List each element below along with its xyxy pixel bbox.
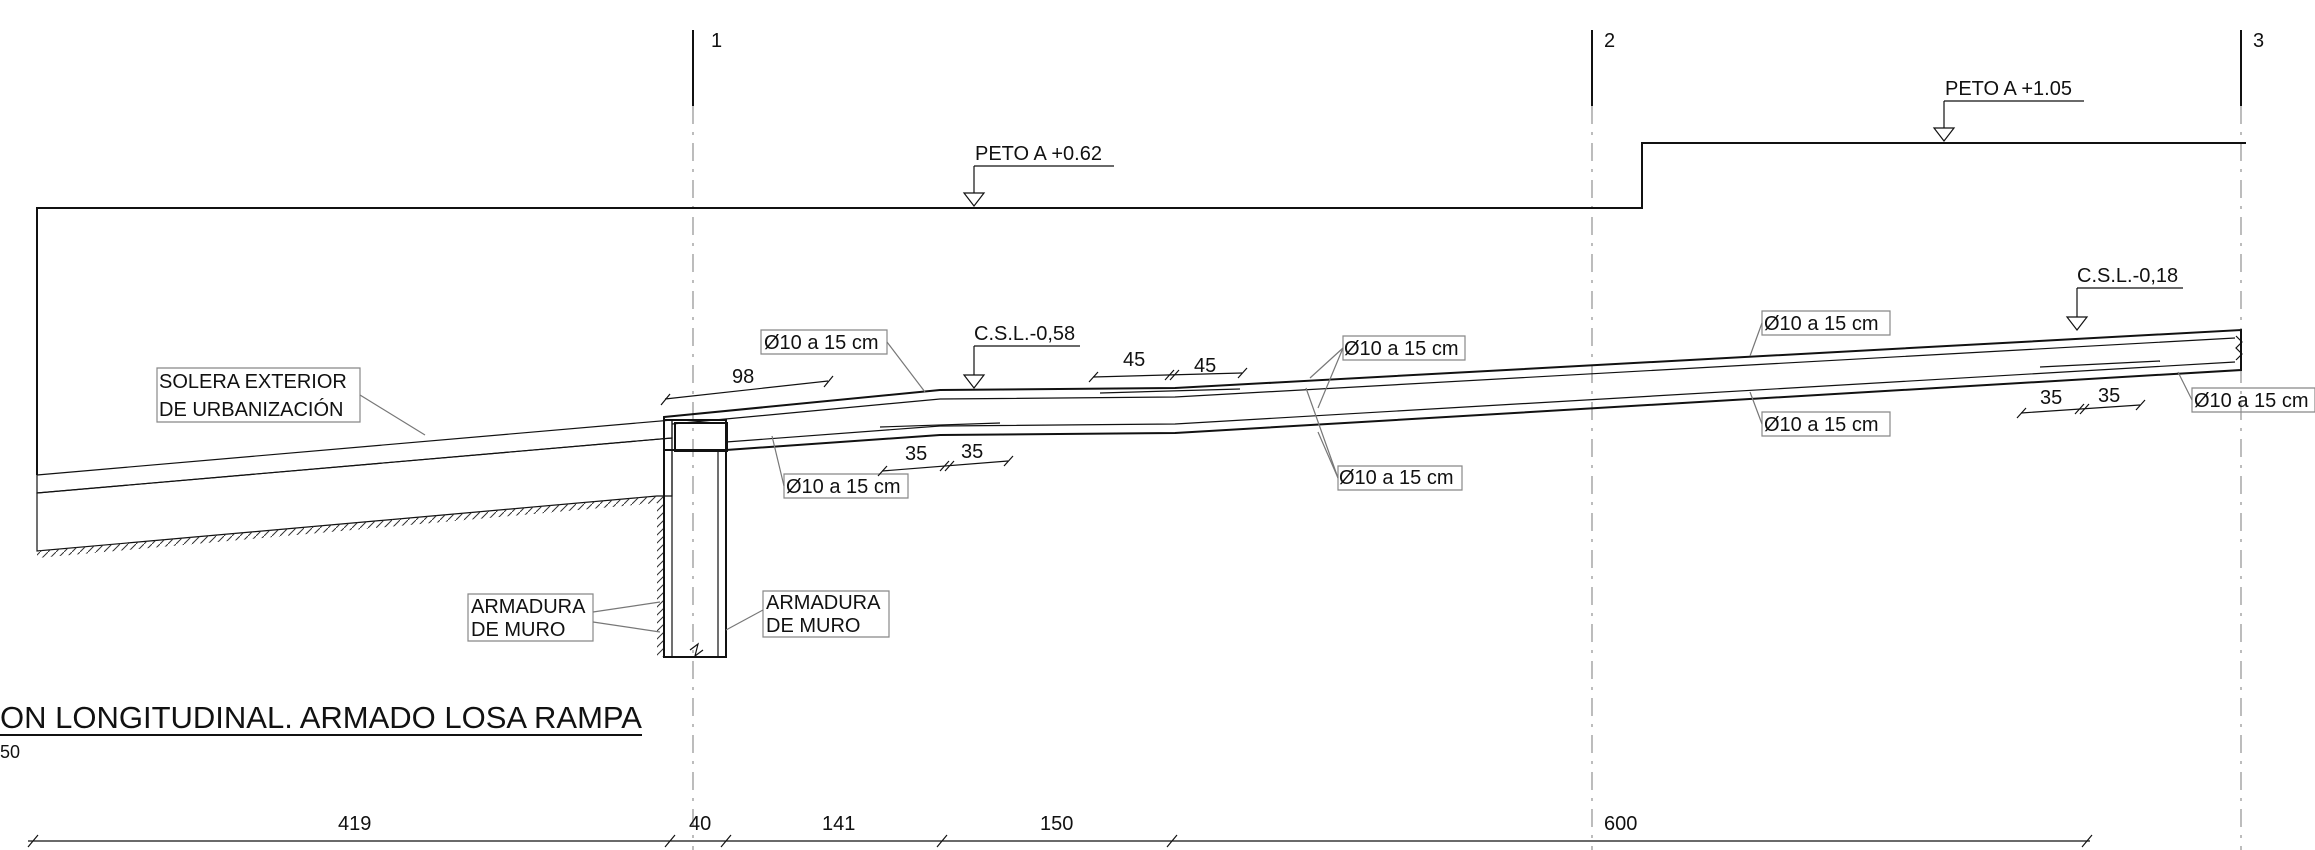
axis-lines: 1 2 3 bbox=[692, 30, 2264, 850]
retaining-wall bbox=[663, 419, 728, 658]
rebar-text-6: Ø10 a 15 cm bbox=[1764, 414, 1879, 436]
armadura-left-text-2: DE MURO bbox=[471, 619, 565, 641]
dim-35-35-right: 35 35 bbox=[2016, 385, 2146, 419]
parapet-outline bbox=[36, 142, 2246, 475]
csl-high-label: C.S.L.-0,18 bbox=[2077, 265, 2178, 287]
rebar-callout-4: Ø10 a 15 cm bbox=[1305, 387, 1463, 491]
top-rebar bbox=[671, 337, 2236, 425]
peto-low-label: PETO A +0.62 bbox=[975, 143, 1102, 165]
wall-crown-rebar bbox=[674, 422, 728, 452]
pavement-slab bbox=[36, 419, 673, 494]
dim-35c-text: 35 bbox=[2040, 387, 2062, 409]
wall-break-mark bbox=[689, 642, 704, 658]
axis-1-label: 1 bbox=[711, 30, 722, 52]
rebar-callout-7: Ø10 a 15 cm bbox=[2177, 371, 2315, 413]
rebar-callout-6: Ø10 a 15 cm bbox=[1749, 391, 1891, 437]
rebar-callout-5: Ø10 a 15 cm bbox=[1749, 310, 1891, 357]
wall-ground-hatch bbox=[657, 496, 664, 657]
level-peto-high: PETO A +1.05 bbox=[1932, 78, 2084, 142]
drawing-title: ON LONGITUDINAL. ARMADO LOSA RAMPA 50 bbox=[0, 700, 642, 762]
wall-body bbox=[663, 419, 727, 658]
dim-98: 98 bbox=[660, 366, 834, 406]
label-armadura-right: ARMADURA DE MURO bbox=[725, 590, 890, 638]
rebar-text-7: Ø10 a 15 cm bbox=[2194, 390, 2309, 412]
dim-45-45: 45 45 bbox=[1088, 349, 1248, 383]
rebar-text-5: Ø10 a 15 cm bbox=[1764, 313, 1879, 335]
armadura-right-text-1: ARMADURA bbox=[766, 592, 881, 614]
rebar-callout-1: Ø10 a 15 cm bbox=[760, 329, 926, 393]
dim-35-35-left: 35 35 bbox=[877, 441, 1014, 477]
csl-low-label: C.S.L.-0,58 bbox=[974, 323, 1075, 345]
dim-35b-text: 35 bbox=[961, 441, 983, 463]
rebar-text-3: Ø10 a 15 cm bbox=[1344, 338, 1459, 360]
solera-text-2: DE URBANIZACIÓN bbox=[159, 398, 343, 421]
label-solera: SOLERA EXTERIOR DE URBANIZACIÓN bbox=[156, 367, 426, 436]
rebar-text-4: Ø10 a 15 cm bbox=[1339, 467, 1454, 489]
dim-98-text: 98 bbox=[732, 366, 754, 388]
scale-text: 50 bbox=[0, 742, 20, 762]
bottom-dim-ticks bbox=[27, 834, 2093, 848]
solera-text-1: SOLERA EXTERIOR bbox=[159, 371, 347, 393]
level-peto-low: PETO A +0.62 bbox=[962, 143, 1114, 207]
axis-2-label: 2 bbox=[1604, 30, 1615, 52]
extra-bottom-bar-1 bbox=[879, 422, 1001, 428]
extra-bottom-bar-2 bbox=[2039, 360, 2161, 368]
armadura-right-text-2: DE MURO bbox=[766, 615, 860, 637]
bottom-dimension-chain: 419 40 141 150 600 bbox=[27, 813, 2093, 848]
ramp-slab bbox=[663, 328, 2243, 451]
title-text: ON LONGITUDINAL. ARMADO LOSA RAMPA bbox=[0, 700, 642, 735]
dim-45b-text: 45 bbox=[1194, 355, 1216, 377]
ground-hatch bbox=[37, 496, 657, 558]
dim-600-text: 600 bbox=[1604, 813, 1637, 835]
label-armadura-left: ARMADURA DE MURO bbox=[467, 593, 661, 642]
parapet-line bbox=[36, 142, 2246, 475]
dim-35d-text: 35 bbox=[2098, 385, 2120, 407]
dim-141-text: 141 bbox=[822, 813, 855, 835]
slab-break-mark bbox=[2235, 335, 2243, 361]
rebar-text-2: Ø10 a 15 cm bbox=[786, 476, 901, 498]
extra-top-bar bbox=[1099, 388, 1241, 394]
dim-40-text: 40 bbox=[689, 813, 711, 835]
gravel-bed bbox=[36, 437, 673, 552]
bottom-rebar bbox=[725, 361, 2236, 443]
slab-body bbox=[663, 328, 2242, 451]
rebar-text-1: Ø10 a 15 cm bbox=[764, 332, 879, 354]
level-csl-low: C.S.L.-0,58 bbox=[962, 323, 1080, 389]
dim-150-text: 150 bbox=[1040, 813, 1073, 835]
dim-419-text: 419 bbox=[338, 813, 371, 835]
axis-3-label: 3 bbox=[2253, 30, 2264, 52]
dim-35a-text: 35 bbox=[905, 443, 927, 465]
peto-high-label: PETO A +1.05 bbox=[1945, 78, 2072, 100]
rebar-callout-2: Ø10 a 15 cm bbox=[771, 435, 909, 499]
armadura-left-text-1: ARMADURA bbox=[471, 596, 586, 618]
dim-45a-text: 45 bbox=[1123, 349, 1145, 371]
exterior-pavement bbox=[36, 419, 673, 657]
rebar-callout-3: Ø10 a 15 cm bbox=[1309, 335, 1466, 409]
level-csl-high: C.S.L.-0,18 bbox=[2065, 265, 2183, 331]
